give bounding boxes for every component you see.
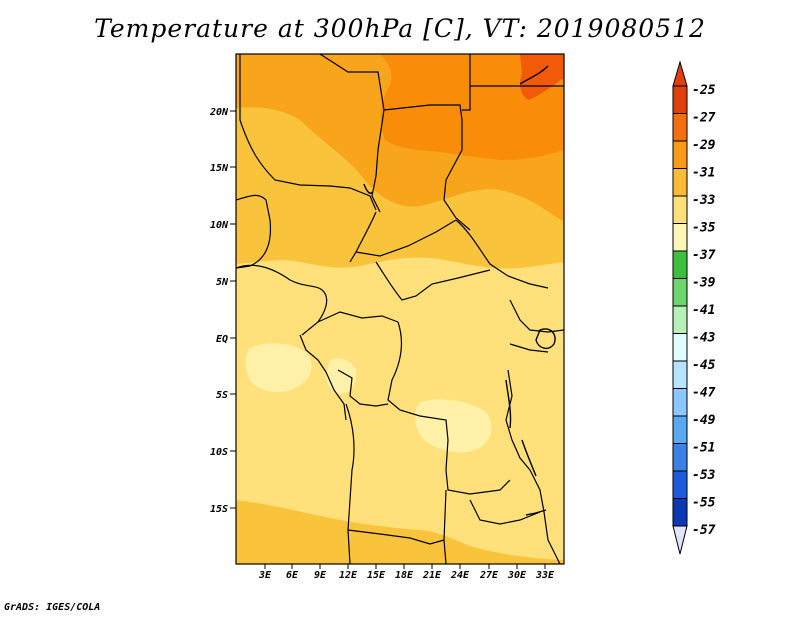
colorbar-label: -43 [692,331,716,346]
colorbar-swatch [672,305,688,334]
colorbar-label: -49 [692,413,716,428]
field-cool-patch-west [245,343,312,393]
field-south-band [236,500,564,564]
lat-label: 10S [210,447,228,458]
lon-label: 12E [339,570,358,581]
lat-label: 5S [216,390,228,401]
colorbar-label: -53 [692,468,716,483]
field-band-27 [380,54,564,160]
colorbar-label: -37 [692,248,716,263]
colorbar-swatch [672,498,688,527]
colorbar-label: -33 [692,193,716,208]
lon-label: 30E [507,570,527,581]
colorbar-label: -45 [692,358,716,373]
lakes [363,65,556,516]
colorbar-swatch [672,140,688,169]
colorbar-label: -47 [692,386,716,401]
lat-label: 20N [209,107,229,118]
map-frame [235,53,565,565]
field-cool-patch-center [415,399,492,453]
lat-label: 15N [210,163,229,174]
colorbar-swatch [672,278,688,307]
country-borders [236,54,564,564]
lon-label: 24E [450,570,470,581]
colorbar-swatch [672,388,688,417]
colorbar-label: -55 [692,496,716,511]
lon-label: 3E [258,570,272,581]
colorbar-label: -31 [692,166,715,181]
chart-title: Temperature at 300hPa [C], VT: 201908051… [94,14,706,43]
colorbar-swatch [672,223,688,252]
grads-credit: GrADS: IGES/COLA [4,602,101,613]
colorbar-label: -41 [692,303,715,318]
lon-label: 9E [314,570,327,581]
lat-label: 10N [210,220,229,231]
lon-label: 18E [395,570,414,581]
colorbar-swatch [672,113,688,142]
lat-axis: 20N 15N 10N 5N EQ 5S 10S 15S [209,107,236,515]
colorbar-swatch [672,415,688,444]
colorbar-swatch [672,470,688,499]
field-cool-patch-coast [326,358,357,394]
lat-label: EQ [216,334,228,345]
colorbar-swatch [672,250,688,279]
colorbar-label: -25 [692,83,716,98]
lon-label: 15E [367,570,386,581]
lat-label: 15S [210,504,228,515]
colorbar-label: -29 [692,138,716,153]
colorbar-swatch [672,85,688,114]
colorbar-label: -51 [692,441,715,456]
colorbar-swatch [672,360,688,389]
colorbar-top-arrow [672,60,688,87]
lon-label: 33E [535,570,555,581]
colorbar-swatch [672,195,688,224]
lon-label: 21E [422,570,442,581]
lon-axis: 3E 6E 9E 12E 15E 18E 21E 24E 27E 30E 33E [258,564,555,581]
colorbar-swatch [672,443,688,472]
colorbar-swatch [672,168,688,197]
colorbar-label: -39 [692,276,716,291]
colorbar-swatch [672,333,688,362]
lon-label: 6E [286,570,299,581]
field-band-25 [520,54,564,100]
colorbar-bottom-arrow [672,525,688,555]
lat-label: 5N [216,277,229,288]
colorbar-label: -27 [692,111,716,126]
colorbar-label: -57 [692,523,716,538]
colorbar: -25 -27 -29 -31 -33 -35 -37 -39 -41 -43 … [672,60,716,555]
lon-label: 27E [479,570,499,581]
colorbar-label: -35 [692,221,716,236]
temperature-field [236,54,564,564]
